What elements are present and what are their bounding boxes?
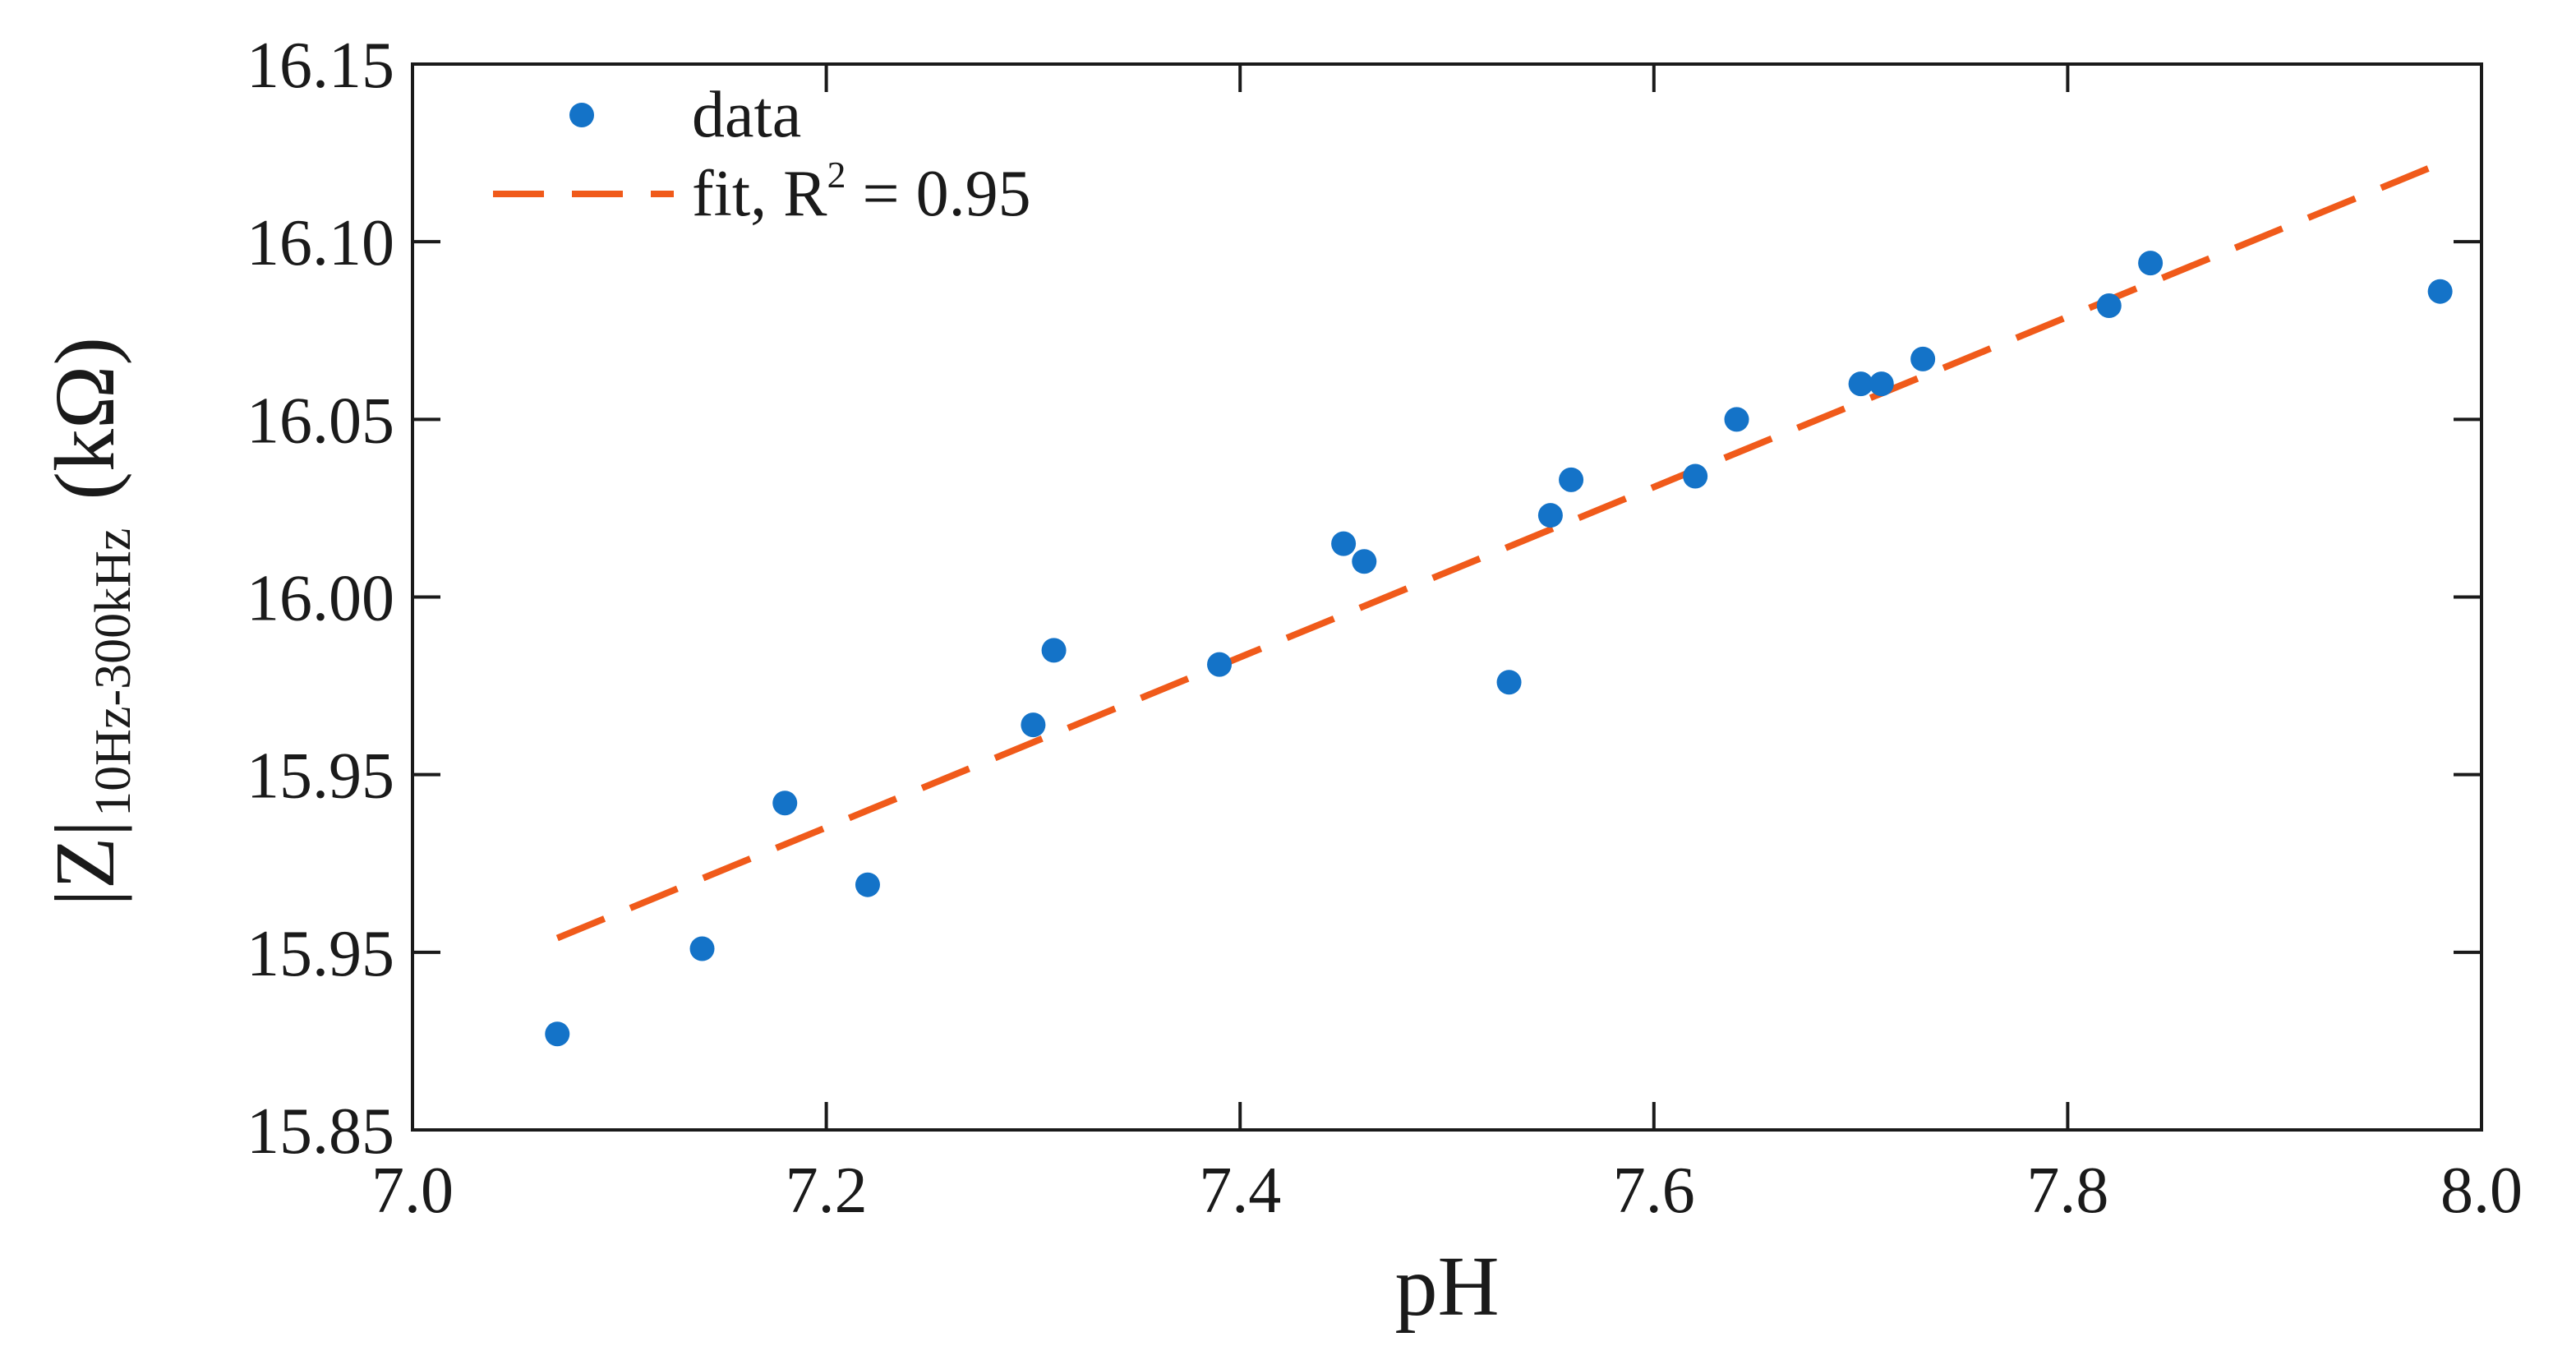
series-layer bbox=[545, 160, 2453, 1047]
data-point bbox=[1352, 549, 1377, 574]
y-tick-label: 16.05 bbox=[247, 385, 394, 457]
fit-line bbox=[555, 160, 2442, 942]
y-tick-label: 15.95 bbox=[247, 740, 394, 813]
y-axis-title-main: |Z| bbox=[38, 820, 132, 906]
y-axis-title: |Z| 10Hz-300kHz (kΩ) bbox=[38, 337, 141, 906]
legend-label-fit: fit, R2 = 0.95 bbox=[692, 154, 1031, 230]
x-axis-title: pH bbox=[1394, 1239, 1499, 1334]
legend-label-data: data bbox=[692, 79, 801, 151]
data-point bbox=[1331, 531, 1357, 556]
data-point bbox=[855, 872, 880, 897]
data-point bbox=[2427, 279, 2453, 304]
data-point bbox=[1848, 371, 1873, 397]
y-axis: 15.85 15.95 15.95 16.00 16.05 16.10 16.15 bbox=[247, 30, 2482, 1168]
y-axis-title-subscript: 10Hz-300kHz bbox=[85, 528, 141, 817]
data-point bbox=[2096, 293, 2122, 318]
y-tick-label: 16.10 bbox=[247, 207, 394, 279]
legend-marker-data bbox=[569, 103, 594, 127]
x-tick-label: 7.6 bbox=[1613, 1155, 1695, 1227]
data-point bbox=[1021, 712, 1046, 738]
y-tick-label: 16.15 bbox=[247, 30, 394, 102]
x-tick-label: 7.4 bbox=[1199, 1155, 1281, 1227]
data-point bbox=[2138, 251, 2164, 276]
data-point bbox=[1683, 463, 1708, 489]
x-tick-label: 7.0 bbox=[371, 1155, 454, 1227]
data-point bbox=[1537, 503, 1563, 528]
legend-label-fit-sup: 2 bbox=[827, 154, 846, 196]
x-tick-label: 7.8 bbox=[2026, 1155, 2108, 1227]
y-axis-title-units: (kΩ) bbox=[38, 337, 132, 500]
data-point bbox=[1559, 467, 1584, 492]
legend-label-fit-main: fit, R bbox=[692, 158, 827, 230]
y-tick-label: 15.85 bbox=[247, 1095, 394, 1168]
data-point bbox=[1869, 371, 1894, 397]
legend-label-fit-suffix: = 0.95 bbox=[846, 158, 1030, 230]
x-axis: 7.0 7.2 7.4 7.6 7.8 8.0 bbox=[371, 64, 2523, 1227]
data-point bbox=[1041, 638, 1067, 663]
y-tick-label: 16.00 bbox=[247, 563, 394, 635]
data-point bbox=[689, 936, 715, 961]
data-point bbox=[1724, 407, 1749, 432]
data-point bbox=[1207, 652, 1233, 677]
data-point bbox=[545, 1021, 570, 1047]
x-tick-label: 8.0 bbox=[2440, 1155, 2523, 1227]
data-point bbox=[772, 791, 798, 816]
y-axis-title-text: |Z| 10Hz-300kHz (kΩ) bbox=[38, 337, 141, 906]
data-point bbox=[1910, 346, 1936, 371]
data-point bbox=[1496, 670, 1522, 695]
x-tick-label: 7.2 bbox=[786, 1155, 868, 1227]
y-tick-label: 15.95 bbox=[247, 918, 394, 990]
